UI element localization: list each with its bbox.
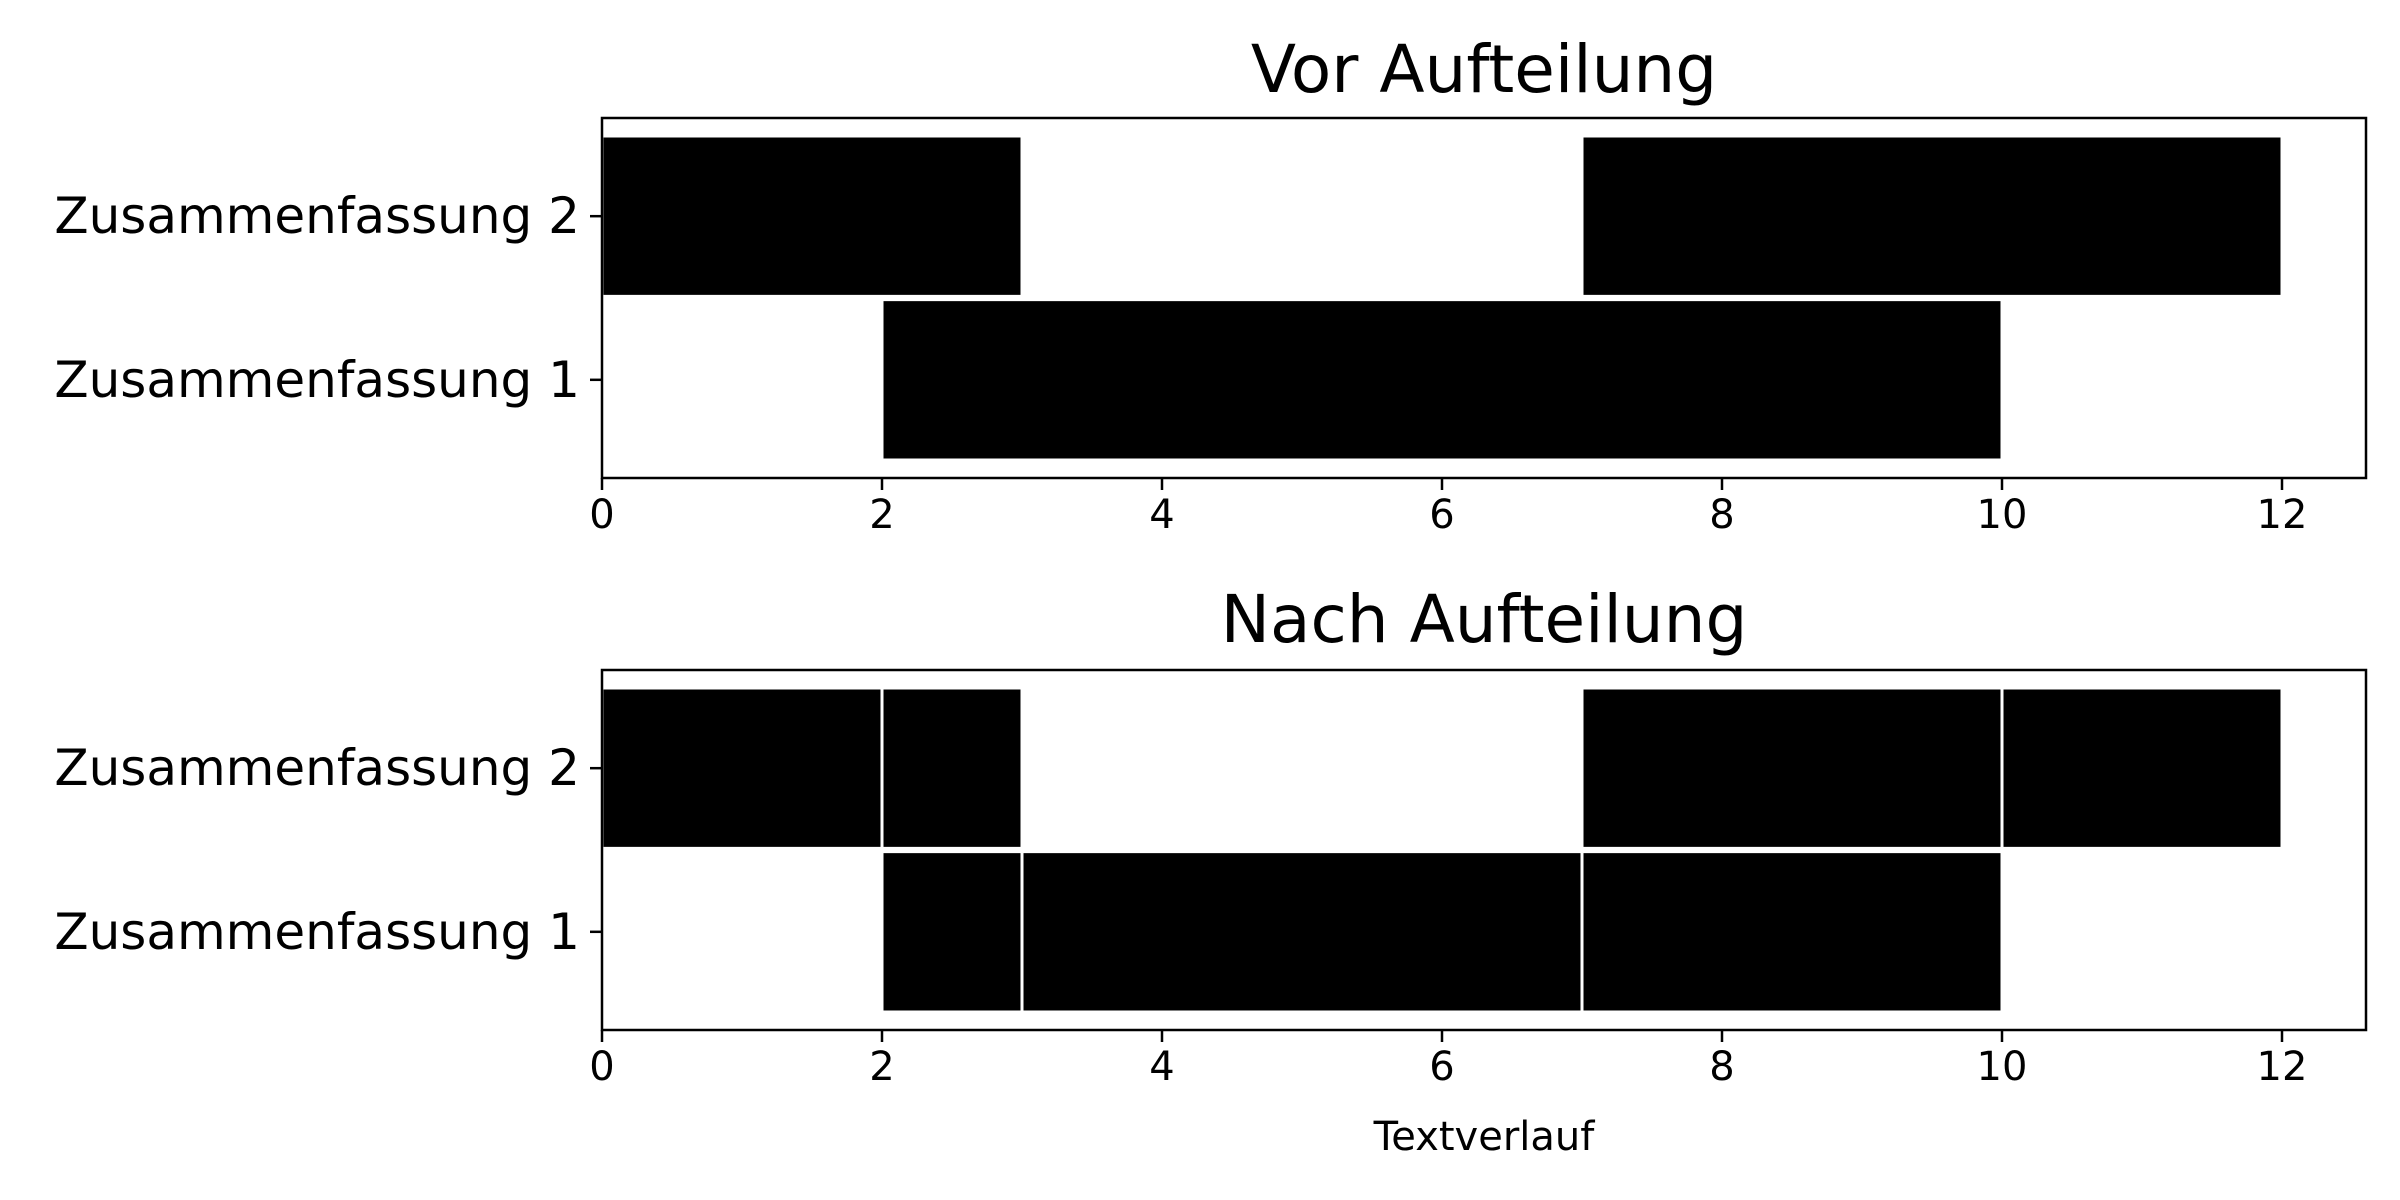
y-axis: Zusammenfassung 1 Zusammenfassung 2 [54,739,602,961]
x-tick-label: 8 [1709,492,1734,538]
bar-segment [1020,850,1584,1014]
y-axis: Zusammenfassung 1 Zusammenfassung 2 [54,187,602,409]
bar-segment [880,298,2004,462]
y-tick-label: Zusammenfassung 2 [54,187,580,245]
bar-segments [600,686,2284,1014]
axes-frame [600,668,2368,1032]
x-tick-label: 10 [1977,492,2028,538]
y-tick-label: Zusammenfassung 1 [54,351,580,409]
x-tick-label: 8 [1709,1044,1734,1090]
x-tick-label: 10 [1977,1044,2028,1090]
bar-segment [880,686,1024,850]
x-tick-label: 6 [1429,492,1454,538]
chart-title: Nach Aufteilung [1221,581,1748,658]
x-tick-label: 4 [1149,492,1174,538]
chart-title: Vor Aufteilung [1251,31,1717,108]
chart-after-split: Nach Aufteilung Zusammenfassung 1Zusamme… [54,581,2368,1160]
bar-segment [1580,850,2004,1014]
bar-segment [2000,686,2284,850]
x-axis: 0 2 4 6 8 10 12 [589,478,2307,538]
bar-segment [880,850,1024,1014]
y-tick-label: Zusammenfassung 2 [54,739,580,797]
axes-frame [600,116,2368,480]
x-tick-label: 2 [869,492,894,538]
bar-segment [600,686,884,850]
bar-segments [600,134,2284,462]
x-tick-label: 6 [1429,1044,1454,1090]
x-tick-label: 4 [1149,1044,1174,1090]
x-tick-label: 0 [589,1044,614,1090]
y-tick-label: Zusammenfassung 1 [54,903,580,961]
chart-before-split: Vor Aufteilung Zusammenfassung 1Zusammen… [54,31,2368,538]
x-axis: 0 2 4 6 8 10 12 [589,1030,2307,1090]
x-tick-label: 0 [589,492,614,538]
x-tick-label: 12 [2257,1044,2308,1090]
bar-segment [1580,134,2284,298]
bar-segment [600,134,1024,298]
x-tick-label: 12 [2257,492,2308,538]
x-axis-label: Textverlauf [1373,1114,1596,1160]
x-tick-label: 2 [869,1044,894,1090]
bar-segment [1580,686,2004,850]
